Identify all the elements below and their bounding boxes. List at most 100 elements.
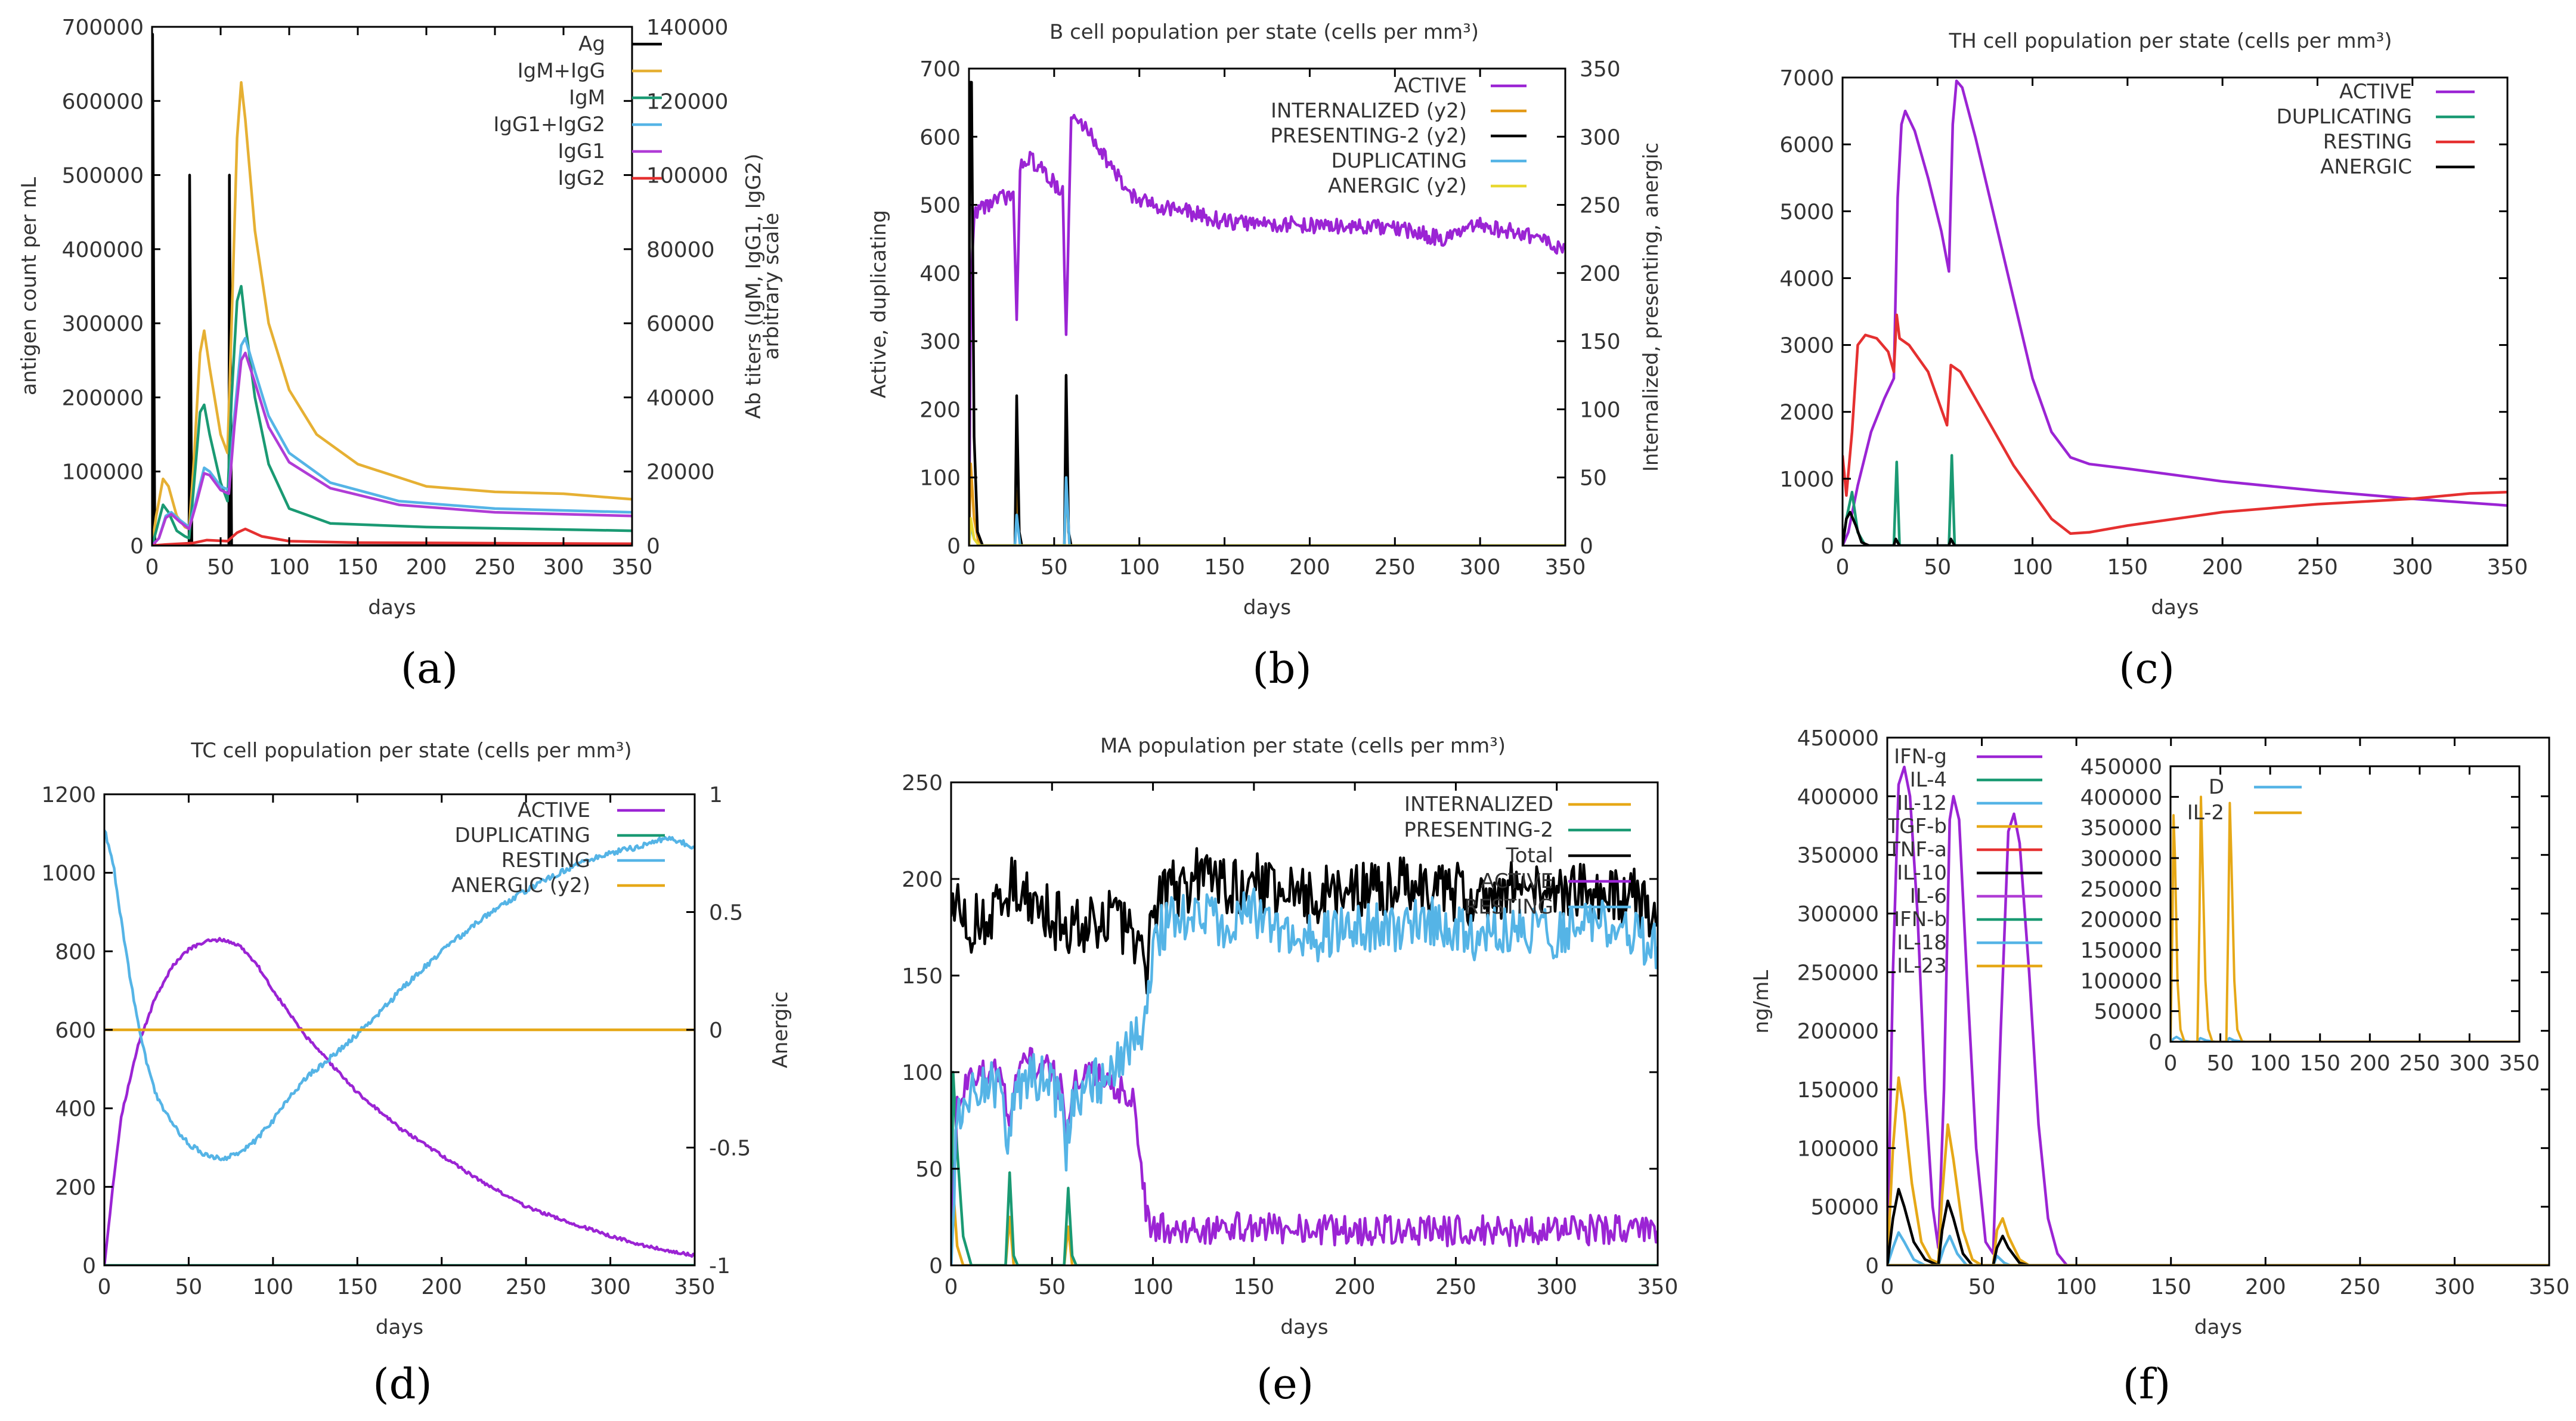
y2-tick-label: -1 <box>709 1254 730 1278</box>
y2-tick-label: 100000 <box>646 164 728 188</box>
chart-f_inset: 0 50 100 150 200 250 300 350 0 50000 100000 150000 2… <box>2080 755 2540 1076</box>
x-tick-label: 0 <box>98 1275 112 1299</box>
x-axis-label: days <box>2151 596 2199 620</box>
y-tick-label: 100 <box>902 1061 943 1085</box>
y-tick-label: 0 <box>1820 534 1834 559</box>
y-tick-label: 1000 <box>41 862 96 886</box>
x-tick-label: 200 <box>2349 1051 2391 1076</box>
series-line-f_inset-d <box>2171 1035 2519 1042</box>
x-tick-label: 100 <box>269 555 310 580</box>
y-tick-label: 5000 <box>1779 200 1834 224</box>
plot-frame-e <box>950 781 1659 1267</box>
series-line-c-resting <box>1843 313 2507 535</box>
series-line-d-resting <box>104 829 695 1162</box>
y2-tick-label: 300 <box>1580 125 1621 150</box>
y-tick-label: 500000 <box>62 164 144 188</box>
x-tick-label: 100 <box>1119 555 1160 580</box>
chart-title: TH cell population per state (cells per … <box>1948 29 2392 53</box>
y-tick-label: 400000 <box>62 238 144 262</box>
y-tick-label: 6000 <box>1779 133 1834 157</box>
y-tick-label: 200 <box>902 868 943 892</box>
x-tick-label: 250 <box>1435 1275 1476 1299</box>
legend-label: IgM+IgG <box>518 59 605 83</box>
series-line-f-ifn-g <box>1887 765 2549 1265</box>
legend-label: DUPLICATING <box>455 824 590 847</box>
x-tick-label: 300 <box>1536 1275 1577 1299</box>
chart-title: MA population per state (cells per mm³) <box>1100 734 1506 758</box>
x-axis-label: days <box>368 596 416 620</box>
y-tick-label: 600000 <box>62 89 144 114</box>
series-line-b-presenting-2-y2- <box>969 81 1565 546</box>
y2-tick-label: 20000 <box>646 460 715 485</box>
series-line-d-active <box>104 937 695 1265</box>
y-tick-label: 350000 <box>1797 844 1879 868</box>
chart-title: TC cell population per state (cells per … <box>190 739 631 763</box>
y-tick-label: 700000 <box>62 16 144 40</box>
x-tick-label: 150 <box>2107 555 2148 580</box>
series-group-b <box>969 81 1565 546</box>
y-tick-label: 500 <box>919 194 961 218</box>
series-group-e <box>951 847 1658 1265</box>
series-line-a-igg1 <box>152 351 632 546</box>
y-tick-label: 600 <box>919 125 961 150</box>
y2-tick-label: 0.5 <box>709 901 743 925</box>
chart-b: 0 50 100 150 200 250 300 3500100200300400500600… <box>867 20 1663 693</box>
legend-label: IFN-g <box>1894 745 1947 769</box>
legend-label: TNF-a <box>1887 838 1947 862</box>
x-tick-label: 350 <box>2499 1051 2540 1076</box>
series-line-e-internalized <box>951 1187 1658 1265</box>
y-tick-label: 0 <box>2148 1030 2162 1055</box>
y2-tick-label: 1 <box>709 783 723 807</box>
x-axis-label: days <box>2194 1315 2242 1339</box>
legend-label: DUPLICATING <box>2277 105 2412 129</box>
y-tick-label: 600 <box>55 1018 96 1043</box>
plot-frame-b <box>968 67 1566 547</box>
x-axis-label: days <box>376 1315 423 1339</box>
y-tick-label: 150000 <box>1797 1078 1879 1103</box>
legend-label: IgG1+IgG2 <box>493 113 605 137</box>
y-tick-label: 0 <box>82 1254 96 1278</box>
y-axis-label: ng/mL <box>1750 970 1773 1034</box>
series-line-c-active <box>1843 79 2507 546</box>
x-axis-label: days <box>1243 596 1291 620</box>
series-line-f-tgf-b <box>1887 1076 2549 1265</box>
x-tick-label: 150 <box>337 1275 378 1299</box>
y-axis-label: antigen count per mL <box>17 177 41 395</box>
y-tick-label: 0 <box>130 534 144 559</box>
series-line-b-anergic-y2- <box>969 517 1565 546</box>
y-tick-label: 50000 <box>1810 1196 1879 1220</box>
y2-axis-label: Ab titers (IgM, IgG1, IgG2) <box>742 153 766 419</box>
series-group-d <box>104 829 695 1265</box>
y-tick-label: 50 <box>915 1157 943 1182</box>
series-line-e-total <box>951 847 1658 995</box>
panel-label: (c) <box>2119 644 2175 693</box>
legend-label: IL-23 <box>1897 954 1947 978</box>
x-tick-label: 200 <box>1335 1275 1376 1299</box>
x-tick-label: 0 <box>145 555 159 580</box>
plot-frame-f_inset <box>2169 765 2521 1043</box>
y-tick-label: 700 <box>919 57 961 82</box>
series-line-b-active <box>969 113 1565 546</box>
series-group-a <box>152 33 632 546</box>
x-tick-label: 250 <box>1374 555 1416 580</box>
legend-label: IL-4 <box>1910 768 1947 792</box>
y-tick-label: 1200 <box>41 783 96 807</box>
chart-c: 0 50 100 150 200 250 300 350 0 1000 2000 3000 4000 50… <box>1779 29 2528 693</box>
y-tick-label: 300000 <box>2080 847 2162 871</box>
y2-axis-label-sub: arbitrary scale <box>760 213 784 360</box>
x-tick-label: 100 <box>2056 1275 2097 1299</box>
plot-frame-a <box>151 26 633 547</box>
y2-tick-label: 250 <box>1580 194 1621 218</box>
plot-frame-f <box>1886 736 2550 1267</box>
series-line-f-il-10 <box>1887 1187 2549 1265</box>
y-tick-label: 2000 <box>1779 401 1834 425</box>
y2-tick-label: 0 <box>646 534 660 559</box>
y-tick-label: 3000 <box>1779 334 1834 358</box>
series-line-a-ag <box>152 33 632 546</box>
x-tick-label: 300 <box>2434 1275 2475 1299</box>
chart-e: 0 50 100 150 200 250 300 350 0 50 100 150 200 250 days… <box>902 734 1678 1408</box>
x-tick-label: 100 <box>1132 1275 1174 1299</box>
y2-tick-label: 0 <box>1580 534 1593 559</box>
x-tick-label: 250 <box>475 555 516 580</box>
